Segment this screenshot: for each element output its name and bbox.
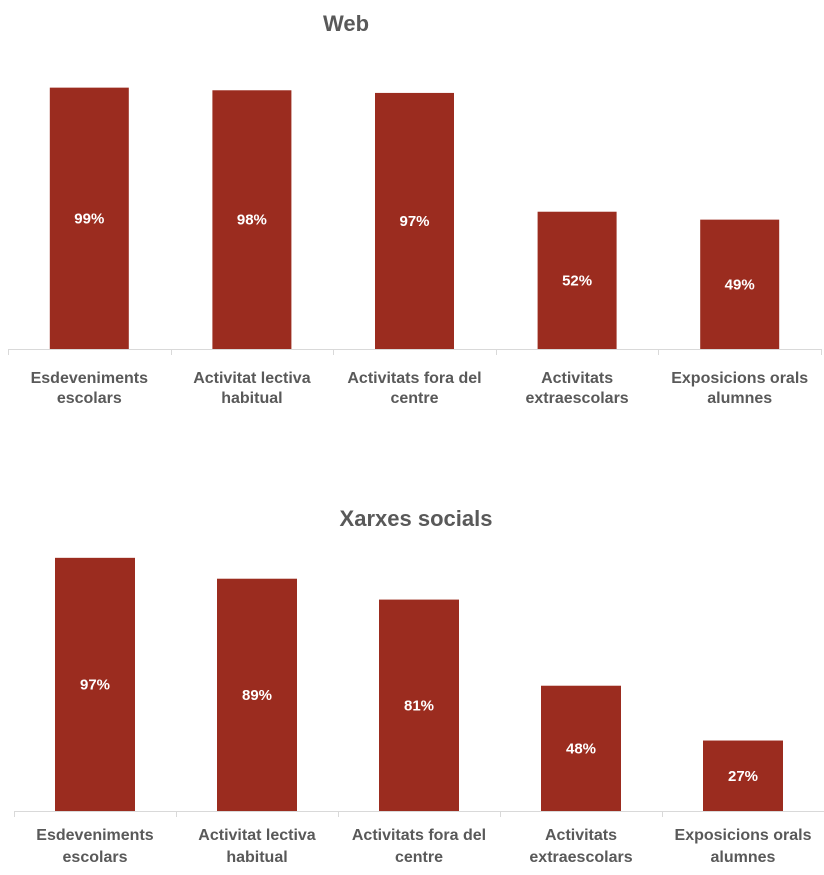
category-label: Activitat lectiva — [198, 827, 315, 844]
category-label: Esdeveniments — [36, 827, 153, 844]
data-label: 27% — [728, 768, 758, 785]
bar — [212, 90, 292, 349]
category-label: centre — [395, 849, 443, 866]
data-label: 97% — [80, 676, 110, 693]
chart-xarxes-socials: Xarxes socials 97% Esdeveniments escolars 8… — [14, 506, 824, 866]
category-label: alumnes — [707, 390, 772, 407]
bar — [217, 578, 297, 811]
category-label: extraescolars — [529, 849, 632, 866]
data-label: 81% — [404, 697, 434, 714]
category-label: alumnes — [711, 849, 776, 866]
bar — [537, 211, 617, 349]
bar — [700, 219, 780, 349]
data-label: 98% — [237, 212, 267, 229]
category-label: Activitats fora del — [347, 370, 481, 387]
category-label: habitual — [226, 849, 287, 866]
category-label: Activitats — [545, 827, 617, 844]
category-label: Activitat lectiva — [193, 370, 310, 387]
bar — [49, 87, 129, 349]
category-label: escolars — [57, 390, 122, 407]
category-label: Activitats fora del — [352, 827, 486, 844]
data-label: 89% — [242, 687, 272, 704]
category-label: extraescolars — [526, 390, 629, 407]
category-label: centre — [390, 390, 438, 407]
data-label: 97% — [399, 213, 429, 230]
category-label: escolars — [63, 849, 128, 866]
data-label: 52% — [562, 272, 592, 289]
chart-web: Web 99% Esdeveniments escolars 98% Activitat… — [8, 11, 822, 407]
bar — [379, 599, 459, 811]
data-label: 49% — [725, 276, 755, 293]
category-label: Exposicions orals — [671, 370, 808, 387]
category-label: Activitats — [541, 370, 613, 387]
category-label: Exposicions orals — [675, 827, 812, 844]
category-label: habitual — [221, 390, 282, 407]
bar — [541, 685, 621, 811]
bar — [55, 557, 135, 811]
data-label: 99% — [74, 210, 104, 227]
chart-title: Web — [323, 11, 369, 36]
chart-title: Xarxes socials — [340, 506, 493, 531]
category-label: Esdeveniments — [31, 370, 148, 387]
data-label: 48% — [566, 740, 596, 757]
bar — [375, 92, 454, 350]
bar — [703, 740, 783, 811]
